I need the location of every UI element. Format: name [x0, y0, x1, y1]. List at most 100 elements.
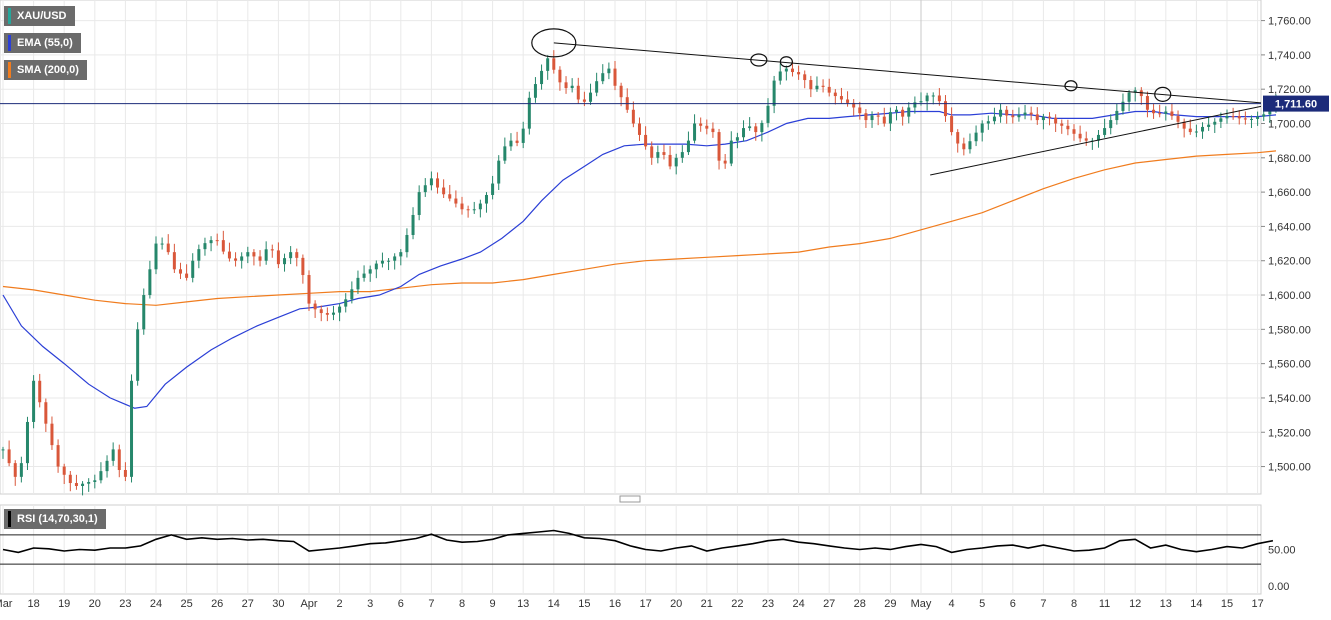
y-tick-label-2: 1,540.00	[1268, 393, 1311, 405]
candle-body-61	[374, 263, 378, 270]
candle-body-196	[1201, 126, 1205, 132]
candle-body-11	[68, 474, 72, 484]
x-tick-label-20: 16	[609, 598, 621, 610]
candle-body-76	[466, 209, 470, 211]
candle-body-83	[509, 140, 513, 147]
candle-body-63	[387, 260, 391, 262]
candle-body-152	[931, 95, 935, 97]
candle-body-42	[258, 256, 262, 261]
candle-body-24	[148, 269, 152, 296]
x-tick-label-15: 8	[459, 598, 465, 610]
candle-body-136	[833, 92, 837, 97]
x-tick-label-27: 27	[823, 598, 835, 610]
x-tick-label-19: 15	[578, 598, 590, 610]
legend-rsi[interactable]: RSI (14,70,30,1)	[4, 509, 106, 529]
candle-body-202	[1237, 116, 1241, 119]
candle-body-192	[1176, 116, 1180, 122]
candle-body-124	[760, 122, 764, 133]
panel-resize-handle	[619, 495, 641, 503]
rsi-y-tick-label-0: 0.00	[1268, 581, 1289, 593]
candle-body-47	[289, 252, 293, 259]
candle-body-54	[331, 312, 335, 315]
legend-sma[interactable]: SMA (200,0)	[4, 60, 87, 80]
candle-body-157	[962, 143, 966, 150]
x-tick-label-41: 17	[1251, 598, 1263, 610]
candle-body-10	[62, 466, 66, 475]
candle-body-190	[1164, 111, 1168, 114]
candle-body-75	[460, 203, 464, 210]
candle-body-36	[221, 240, 225, 252]
candle-body-167	[1023, 112, 1027, 115]
candle-body-149	[913, 102, 917, 108]
candle-body-32	[197, 249, 201, 261]
current-price-label: 1,711.60	[1275, 99, 1317, 111]
candle-body-31	[191, 260, 195, 278]
candle-body-94	[576, 85, 580, 100]
touch-point-circle-1	[750, 53, 768, 67]
candle-body-176	[1078, 133, 1082, 139]
candle-body-122	[748, 126, 752, 129]
candle-body-117	[717, 132, 721, 161]
candle-body-125	[766, 105, 770, 123]
upper-trendline	[553, 42, 1262, 104]
candle-body-89	[546, 58, 550, 71]
x-tick-label-4: 23	[119, 598, 131, 610]
candle-body-135	[827, 86, 831, 93]
candle-body-129	[790, 68, 794, 73]
legend-rsi-label: RSI (14,70,30,1)	[17, 513, 98, 525]
candle-body-78	[478, 203, 482, 210]
candle-body-119	[729, 140, 733, 164]
x-tick-label-25: 23	[762, 598, 774, 610]
x-tick-label-1: 18	[27, 598, 39, 610]
legend-xauusd[interactable]: XAU/USD	[4, 6, 75, 26]
candle-body-166	[1017, 114, 1021, 118]
candle-body-57	[350, 289, 354, 300]
candle-body-20	[123, 469, 127, 477]
x-tick-label-9: 30	[272, 598, 284, 610]
x-tick-label-11: 2	[337, 598, 343, 610]
legend-sma-label: SMA (200,0)	[17, 64, 79, 76]
candle-body-130	[797, 72, 801, 75]
legend-ema[interactable]: EMA (55,0)	[4, 33, 81, 53]
candle-body-139	[852, 102, 856, 108]
candle-body-105	[644, 134, 648, 147]
candle-body-168	[1029, 112, 1033, 115]
touch-point-circle-3	[1064, 80, 1078, 92]
current-price-badge	[1263, 95, 1329, 112]
candle-body-68	[417, 192, 421, 215]
candle-body-48	[295, 252, 299, 258]
candle-body-150	[919, 101, 923, 103]
candle-body-109	[668, 154, 672, 167]
candle-body-193	[1182, 121, 1186, 129]
candle-body-163	[999, 109, 1003, 117]
candle-body-153	[937, 95, 941, 102]
y-tick-label-4: 1,580.00	[1268, 324, 1311, 336]
candle-body-29	[178, 269, 182, 274]
candle-body-35	[215, 240, 219, 242]
candle-body-110	[674, 157, 678, 167]
candle-body-69	[423, 185, 427, 193]
candle-body-30	[185, 273, 189, 278]
rsi-line	[2, 529, 1274, 554]
candle-body-127	[778, 71, 782, 81]
candle-body-171	[1048, 116, 1052, 118]
candle-body-108	[662, 152, 666, 155]
x-tick-label-30: May	[911, 598, 932, 610]
x-tick-label-7: 26	[211, 598, 223, 610]
y-tick-label-13: 1,760.00	[1268, 16, 1311, 28]
candle-body-155	[950, 116, 954, 133]
candle-body-58	[356, 277, 360, 290]
candle-body-132	[809, 80, 813, 90]
candle-body-23	[142, 295, 146, 330]
candle-body-177	[1084, 138, 1088, 141]
candle-body-138	[846, 99, 850, 103]
candle-body-60	[368, 269, 372, 274]
candle-body-100	[613, 68, 617, 86]
y-tick-label-6: 1,620.00	[1268, 256, 1311, 268]
candle-body-191	[1170, 111, 1174, 117]
candle-body-82	[503, 146, 507, 161]
candle-body-187	[1145, 96, 1149, 110]
candle-body-1	[7, 449, 11, 464]
y-tick-label-3: 1,560.00	[1268, 359, 1311, 371]
candle-body-103	[631, 109, 635, 124]
